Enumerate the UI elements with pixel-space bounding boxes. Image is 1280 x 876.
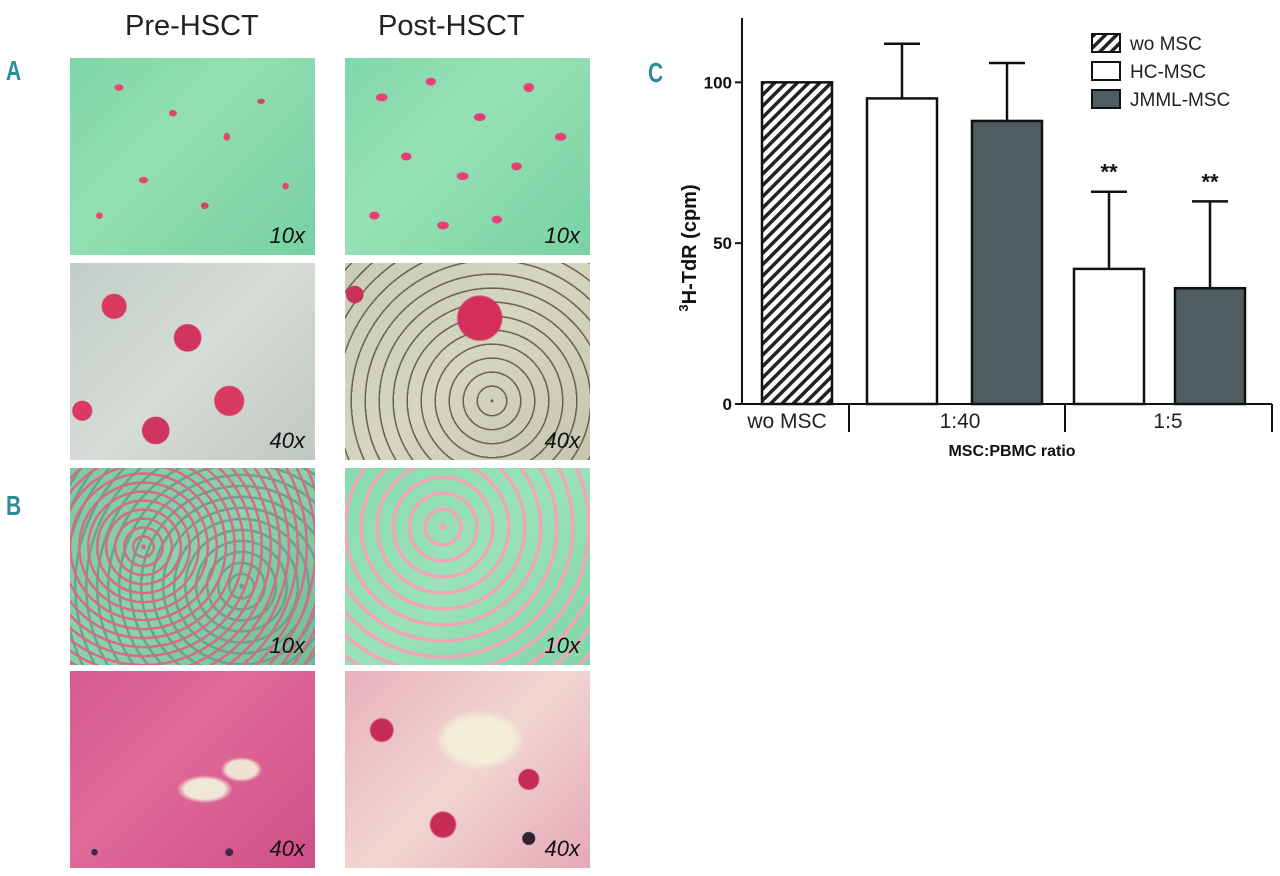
micrograph-b-pre-10x: 10x [70, 468, 315, 665]
micrograph-a-post-10x: 10x [345, 58, 590, 255]
legend-label: HC-MSC [1130, 62, 1206, 83]
micrograph-b-post-10x: 10x [345, 468, 590, 665]
x-group-label: 1:40 [940, 410, 981, 433]
significance-marker: ** [1100, 160, 1118, 185]
magnification-label: 10x [544, 223, 580, 248]
magnification-label: 40x [269, 428, 305, 453]
legend: wo MSC HC-MSC JMML-MSC [1091, 33, 1230, 111]
micrograph-b-pre-40x: 40x [70, 671, 315, 868]
micrograph-a-pre-40x: 40x [70, 263, 315, 460]
legend-label: JMML-MSC [1130, 90, 1230, 111]
magnification-label: 40x [544, 836, 580, 861]
bar-wo-msc-wo-msc [760, 81, 834, 406]
magnification-label: 10x [269, 223, 305, 248]
column-title-pre-hsct: Pre-HSCT [125, 10, 259, 42]
x-group-label: wo MSC [746, 410, 826, 433]
x-axis-label: MSC:PBMC ratio [948, 443, 1075, 460]
y-tick-label: 0 [723, 395, 732, 414]
legend-swatch [1091, 89, 1121, 109]
magnification-label: 40x [269, 836, 305, 861]
panel-letter-b: B [6, 490, 22, 521]
legend-label: wo MSC [1129, 34, 1202, 55]
bar-1-40-hc-msc [865, 97, 939, 406]
bar-1-5-hc-msc [1072, 267, 1146, 406]
significance-marker: ** [1201, 169, 1219, 194]
y-tick-label: 100 [704, 73, 732, 92]
bar-1-5-jmml-msc [1173, 286, 1247, 406]
micrograph-a-pre-10x: 10x [70, 58, 315, 255]
micrograph-a-post-40x: 40x [345, 263, 590, 460]
column-title-post-hsct: Post-HSCT [378, 10, 525, 42]
bar-1-40-jmml-msc [970, 119, 1044, 406]
magnification-label: 10x [269, 633, 305, 658]
y-tick-label: 50 [713, 234, 732, 253]
magnification-label: 40x [544, 428, 580, 453]
x-group-label: 1:5 [1153, 410, 1182, 433]
y-axis-label-text: H-TdR (cpm) [679, 184, 701, 304]
y-axis-label-superscript: 3 [676, 304, 691, 311]
panel-letter-c: C [648, 57, 664, 88]
legend-swatch [1091, 61, 1121, 81]
magnification-label: 10x [544, 633, 580, 658]
legend-swatch [1091, 33, 1121, 53]
micrograph-b-post-40x: 40x [345, 671, 590, 868]
panel-letter-a: A [6, 55, 22, 86]
y-axis-label: 3H-TdR (cpm) [676, 184, 701, 311]
bar-chart-proliferation: 0 50 100 ** ** wo MSC 1:40 1:5 3H-TdR (cpm) M… [676, 18, 1273, 460]
